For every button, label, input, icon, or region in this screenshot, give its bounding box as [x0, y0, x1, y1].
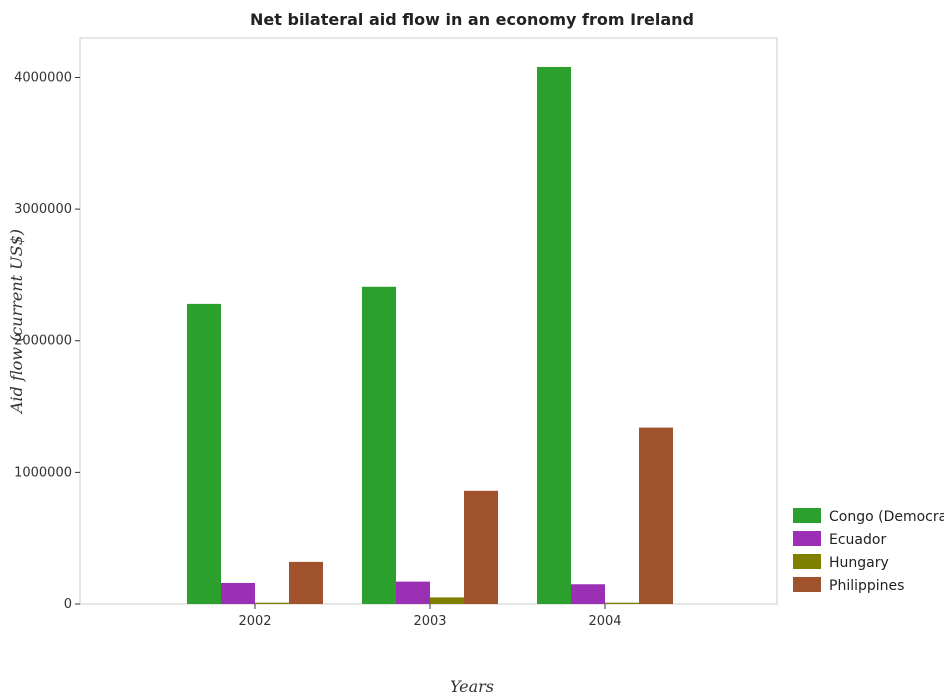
legend-swatch: [793, 531, 821, 546]
x-tick-label: 2002: [238, 614, 271, 629]
bar-congo-democratic-2002: [187, 303, 221, 604]
bar-ecuador-2003: [396, 581, 430, 604]
x-axis-label: Years: [450, 677, 494, 696]
legend-swatch: [793, 508, 821, 523]
legend-label: Philippines: [829, 578, 904, 594]
bar-ecuador-2004: [571, 584, 605, 604]
bars-group: [187, 66, 673, 605]
legend: Congo (Democratic) Ecuador Hungary Philippi…: [793, 508, 944, 594]
y-tick-label: 2000000: [14, 334, 72, 349]
y-tick-label: 0: [64, 597, 72, 612]
y-axis: 0 1000000 2000000 3000000 4000000: [14, 70, 80, 612]
bar-hungary-2004: [605, 602, 639, 604]
legend-label: Congo (Democratic): [829, 509, 944, 525]
bar-hungary-2003: [430, 597, 464, 604]
legend-label: Ecuador: [829, 532, 886, 548]
legend-label: Hungary: [829, 555, 889, 571]
bar-hungary-2002: [255, 602, 289, 604]
y-tick-label: 1000000: [14, 465, 72, 480]
bar-congo-democratic-2004: [537, 66, 571, 605]
x-tick-label: 2004: [588, 614, 621, 629]
bar-philippines-2004: [639, 427, 673, 604]
bar-philippines-2003: [464, 490, 498, 604]
x-axis: 2002 2003 2004: [238, 604, 622, 629]
y-tick-label: 4000000: [14, 70, 72, 85]
legend-swatch: [793, 554, 821, 569]
bar-ecuador-2002: [221, 582, 255, 604]
bar-philippines-2002: [289, 561, 323, 604]
bar-congo-democratic-2003: [362, 286, 396, 604]
legend-swatch: [793, 577, 821, 592]
x-tick-label: 2003: [413, 614, 446, 629]
y-tick-label: 3000000: [14, 202, 72, 217]
y-axis-label: Aid flow (current US$): [7, 229, 26, 415]
chart-title: Net bilateral aid flow in an economy fro…: [250, 10, 694, 29]
